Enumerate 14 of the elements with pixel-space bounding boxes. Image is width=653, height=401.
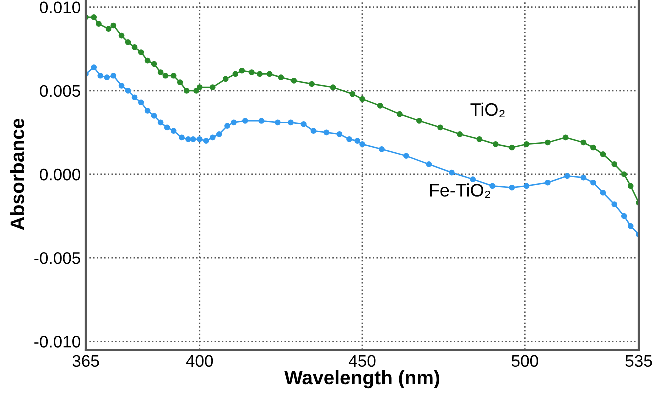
y-tick-label: -0.010 bbox=[34, 336, 80, 348]
y-tick-label: 0.000 bbox=[40, 168, 80, 181]
x-tick-label: 400 bbox=[186, 355, 214, 368]
x-tick-label: 365 bbox=[72, 355, 100, 368]
y-tick-label: 0.010 bbox=[40, 2, 80, 14]
series-label: Fe-TiO₂ bbox=[430, 184, 490, 198]
series-label: TiO₂ bbox=[470, 102, 505, 118]
x-axis-title: Wavelength (nm) bbox=[284, 370, 440, 389]
y-axis-title: Absorbance bbox=[10, 118, 24, 230]
x-tick-label: 500 bbox=[512, 355, 538, 368]
y-tick-label: -0.005 bbox=[34, 252, 80, 264]
y-tick-label: 0.005 bbox=[40, 85, 80, 98]
x-tick-label: 450 bbox=[348, 355, 376, 368]
x-tick-label: 535 bbox=[626, 355, 652, 368]
